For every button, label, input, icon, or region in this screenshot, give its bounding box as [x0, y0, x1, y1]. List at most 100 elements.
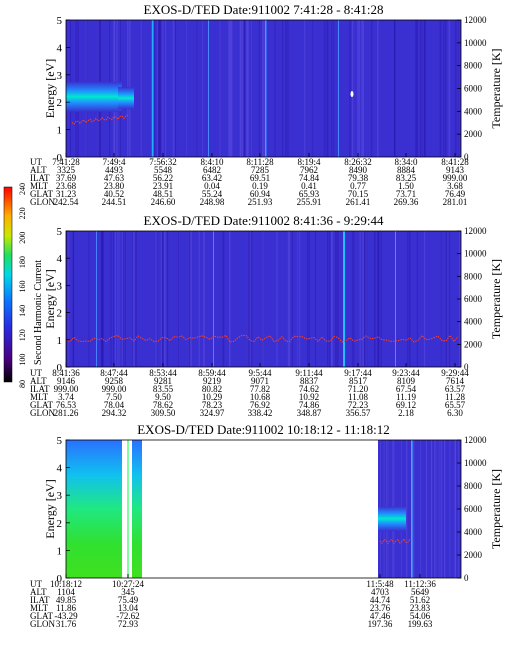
y2-tick-label: 2000 — [464, 339, 483, 349]
ephemeris-value: 246.60 — [151, 197, 176, 207]
ephemeris-value: 9.50 — [155, 392, 171, 402]
noise-stripe — [121, 231, 123, 367]
ephemeris-value: 9:5:44 — [248, 368, 272, 378]
noise-stripe — [421, 20, 423, 157]
y2-tick-label: 2000 — [464, 129, 483, 139]
ephemeris-value: -72.62 — [116, 611, 139, 621]
ephemeris-value: 48.51 — [153, 189, 173, 199]
y-tick-label: 2 — [57, 518, 63, 530]
noise-stripe — [441, 231, 442, 367]
ephemeris-value: 9:29:44 — [441, 368, 469, 378]
y-tick-label: 0 — [57, 362, 63, 374]
ephemeris-value: 5548 — [154, 165, 173, 175]
ephemeris-value: 251.93 — [248, 197, 273, 207]
panel-title: EXOS-D/TED Date:911002 7:41:28 - 8:41:28 — [144, 2, 384, 17]
ephemeris-value: 7:49:4 — [102, 157, 126, 167]
ephemeris-value: 0.77 — [350, 181, 366, 191]
ephemeris-value: 10.29 — [202, 392, 223, 402]
noise-stripe — [276, 231, 278, 367]
noise-stripe — [416, 231, 418, 367]
ephemeris-value: 11.19 — [396, 392, 416, 402]
temperature-trace — [65, 334, 459, 343]
ephemeris-value: 54.06 — [410, 611, 431, 621]
data-region-edge — [127, 440, 129, 578]
ephemeris-value: 80.82 — [202, 384, 222, 394]
noise-stripe — [247, 20, 249, 157]
noise-stripe — [331, 20, 333, 157]
noise-stripe — [325, 20, 327, 157]
noise-stripe — [394, 20, 396, 157]
ephemeris-value: 70.15 — [348, 189, 369, 199]
bright-stripe — [343, 231, 345, 367]
noise-stripe — [357, 20, 359, 157]
y-tick-label: 2 — [57, 97, 63, 109]
colorbar-tick-label: 80 — [18, 380, 27, 388]
ephemeris-value: 73.71 — [396, 189, 416, 199]
colorbar-tick-label: 100 — [18, 354, 27, 366]
y2-tick-label: 0 — [464, 573, 469, 583]
ephemeris-value: 197.36 — [368, 619, 393, 629]
noise-stripe — [249, 231, 251, 367]
ephemeris-value: 60.94 — [250, 189, 271, 199]
noise-stripe — [150, 20, 153, 157]
noise-stripe — [282, 20, 284, 157]
y-tick-label: 3 — [57, 280, 63, 292]
y-tick-label: 2 — [57, 308, 63, 320]
ephemeris-value: 8884 — [397, 165, 416, 175]
ephemeris-row-label: UT — [30, 579, 42, 589]
colorbar-tick-label: 180 — [18, 256, 27, 268]
data-region — [132, 440, 142, 578]
noise-stripe — [378, 231, 380, 367]
y2-tick-label: 6000 — [464, 84, 483, 94]
noise-stripe — [374, 231, 376, 367]
noise-stripe — [163, 231, 165, 367]
energy-band — [118, 87, 134, 110]
ephemeris-value: 10.68 — [250, 392, 271, 402]
ephemeris-value: 79.38 — [348, 173, 369, 183]
noise-stripe — [328, 231, 331, 367]
noise-stripe — [162, 231, 164, 367]
noise-stripe — [251, 20, 253, 157]
ephemeris-value: 4703 — [371, 587, 390, 597]
ephemeris-value: 65.93 — [299, 189, 320, 199]
noise-stripe — [449, 440, 451, 578]
noise-stripe — [393, 20, 395, 157]
ephemeris-value: 69.12 — [396, 400, 416, 410]
energy-band — [378, 506, 406, 532]
noise-stripe — [444, 440, 446, 578]
ephemeris-value: 3325 — [57, 165, 76, 175]
ephemeris-value: 255.91 — [297, 197, 322, 207]
y2-axis-label: Temperature [K] — [489, 48, 503, 128]
bright-stripe — [395, 231, 396, 367]
noise-stripe — [415, 20, 417, 157]
y2-tick-label: 0 — [464, 362, 469, 372]
ephemeris-value: 74.84 — [299, 173, 320, 183]
y-axis-label: Energy [eV] — [43, 269, 57, 328]
y-tick-label: 5 — [57, 435, 63, 447]
noise-stripe — [362, 231, 364, 367]
noise-stripe — [247, 231, 250, 367]
noise-stripe — [157, 20, 160, 157]
noise-stripe — [166, 231, 169, 367]
ephemeris-value: 3.74 — [58, 392, 74, 402]
noise-stripe — [124, 231, 126, 367]
ephemeris-value: 11:5:48 — [366, 579, 394, 589]
bright-stripe — [411, 440, 413, 578]
ephemeris-value: 348.87 — [297, 408, 322, 418]
ephemeris-value: 76.49 — [445, 189, 466, 199]
ephemeris-value: 6.30 — [447, 408, 463, 418]
temperature-trace — [71, 114, 129, 125]
noise-stripe — [445, 20, 447, 157]
noise-stripe — [444, 440, 445, 578]
y2-tick-label: 8000 — [464, 271, 483, 281]
ephemeris-value: 6482 — [203, 165, 221, 175]
noise-stripe — [190, 231, 192, 367]
y2-axis-label: Temperature [K] — [489, 469, 503, 549]
ephemeris-row-label: GLAT — [30, 189, 53, 199]
ephemeris-value: 8517 — [349, 376, 368, 386]
ephemeris-row-label: GLON — [30, 408, 55, 418]
ephemeris-value: 261.41 — [346, 197, 371, 207]
ephemeris-value: 8:19:4 — [297, 157, 321, 167]
y-tick-label: 3 — [57, 490, 63, 502]
ephemeris-value: 47.46 — [370, 611, 391, 621]
